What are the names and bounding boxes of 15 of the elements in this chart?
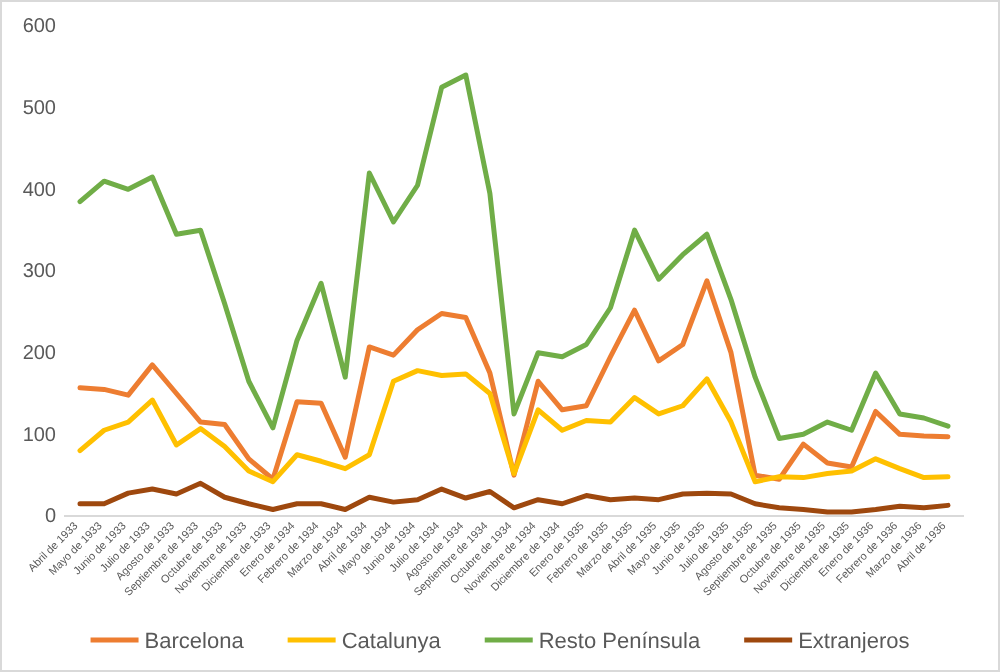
y-tick-label: 600 bbox=[22, 16, 57, 39]
line-series bbox=[77, 72, 951, 441]
line-series bbox=[77, 480, 951, 515]
y-tick-label: 100 bbox=[22, 424, 57, 447]
legend-label: Extranjeros bbox=[798, 629, 911, 654]
y-tick-label: 400 bbox=[22, 179, 57, 202]
legend-label: Resto Península bbox=[538, 629, 702, 654]
legend-label: Catalunya bbox=[341, 629, 443, 654]
line-series bbox=[77, 278, 951, 482]
y-tick-label: 500 bbox=[22, 98, 57, 121]
legend-label: Barcelona bbox=[144, 629, 246, 654]
y-tick-label: 300 bbox=[22, 261, 57, 284]
y-tick-label: 200 bbox=[22, 343, 57, 366]
line-series bbox=[77, 368, 951, 485]
y-tick-label: 0 bbox=[44, 506, 57, 529]
